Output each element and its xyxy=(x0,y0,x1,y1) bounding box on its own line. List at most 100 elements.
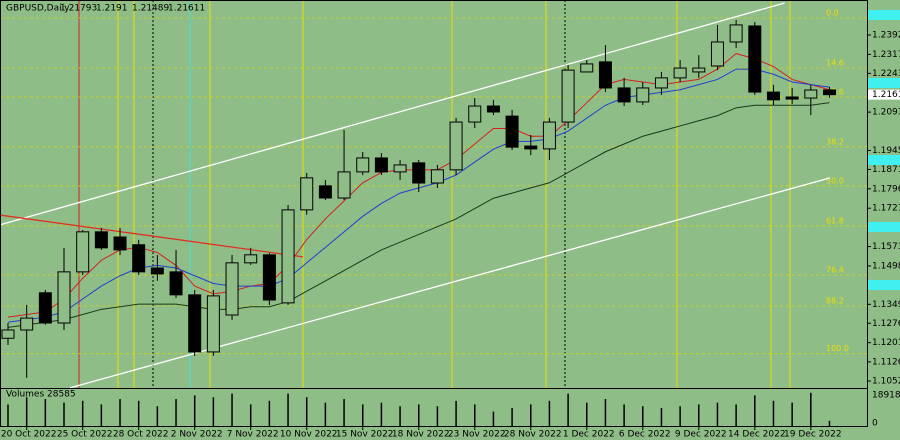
candle-body xyxy=(524,145,538,150)
candle-body xyxy=(468,105,482,123)
candle-body xyxy=(374,157,388,173)
candle-body xyxy=(673,67,687,79)
y-tick-label: 1.23170 xyxy=(872,50,900,60)
candle-body xyxy=(281,209,295,304)
candle-body xyxy=(337,171,351,199)
fib-label: 88.2 xyxy=(826,296,844,305)
candle-body xyxy=(822,89,836,96)
trendline xyxy=(69,177,831,389)
ohlc-low: 1.21489 xyxy=(132,4,169,14)
x-tick-label: 14 Dec 2022 xyxy=(728,430,786,440)
fib-label: 50.0 xyxy=(826,176,844,185)
y-tick-label: 1.10525 xyxy=(872,376,900,386)
ohlc-open: 1.21793 xyxy=(60,4,97,14)
x-tick-label: 1 Dec 2022 xyxy=(563,430,615,440)
fib-label: 14.6 xyxy=(826,59,844,68)
candle-body xyxy=(356,157,370,173)
candle-body xyxy=(94,231,108,249)
candle-body xyxy=(804,89,818,99)
marker xyxy=(868,155,900,165)
x-tick-label: 18 Nov 2022 xyxy=(392,430,450,440)
candle-body xyxy=(20,317,34,331)
candle-body xyxy=(206,295,220,353)
y-tick-label: 1.19450 xyxy=(872,146,900,156)
x-tick-label: 6 Dec 2022 xyxy=(619,430,671,440)
y-tick-label: 1.14980 xyxy=(872,261,900,271)
candle-body xyxy=(188,294,202,353)
x-tick-label: 28 Oct 2022 xyxy=(113,430,169,440)
candle-body xyxy=(636,87,650,103)
x-tick-label: 25 Oct 2022 xyxy=(57,430,113,440)
candle-body xyxy=(654,77,668,89)
moving-average xyxy=(7,102,830,328)
x-tick-label: 23 Nov 2022 xyxy=(448,430,506,440)
candle-body xyxy=(729,24,743,43)
candle-body xyxy=(262,254,276,301)
ohlc-close: 1.21611 xyxy=(168,4,205,14)
candle-body xyxy=(430,169,444,184)
candle-body xyxy=(393,164,407,173)
volume-title: Volumes xyxy=(6,390,44,400)
x-tick-label: 10 Nov 2022 xyxy=(280,430,338,440)
axis-markers xyxy=(868,10,900,290)
candle-body xyxy=(318,185,332,199)
volume-tick-label: 0 xyxy=(872,419,878,429)
last-price-box xyxy=(868,89,900,100)
x-tick-label: 20 Oct 2022 xyxy=(1,430,57,440)
candle-body xyxy=(412,162,426,184)
fib-label: 76.4 xyxy=(826,265,844,274)
candle-body xyxy=(132,244,146,273)
candle-body xyxy=(76,231,90,273)
y-tick-label: 1.17215 xyxy=(872,204,900,214)
volume-frame xyxy=(0,388,868,427)
candle-body xyxy=(505,115,519,148)
x-tick-label: 28 Nov 2022 xyxy=(504,430,562,440)
candle-body xyxy=(169,271,183,296)
candle-body xyxy=(542,121,556,150)
y-tick-label: 1.11265 xyxy=(872,357,900,367)
volume-tick-label: 189180 xyxy=(872,391,900,401)
candle-body xyxy=(710,41,724,67)
y-tick-label: 1.22435 xyxy=(872,69,900,79)
candle-body xyxy=(113,236,127,251)
fib-label: 61.8 xyxy=(826,216,844,225)
y-tick-label: 1.20935 xyxy=(872,108,900,118)
y-tick-label: 1.17965 xyxy=(872,184,900,194)
candle-body xyxy=(598,61,612,89)
candle-body xyxy=(38,292,52,324)
candle-body xyxy=(244,254,258,264)
x-tick-label: 2 Nov 2022 xyxy=(171,430,223,440)
x-tick-label: 7 Nov 2022 xyxy=(227,430,279,440)
last-price: 1.21611 xyxy=(872,90,900,100)
candle-body xyxy=(57,271,71,324)
chart-title: GBPUSD,Daily xyxy=(6,4,70,14)
marker xyxy=(868,222,900,232)
x-tick-label: 19 Dec 2022 xyxy=(784,430,842,440)
candle-body xyxy=(225,262,239,316)
trendline xyxy=(0,214,304,258)
candle-body xyxy=(561,69,575,123)
y-tick-label: 1.12010 xyxy=(872,338,900,348)
ohlc-high: 1.2191 xyxy=(96,4,128,14)
candle-body xyxy=(300,177,314,211)
y-tick-label: 1.18715 xyxy=(872,165,900,175)
candle-body xyxy=(1,329,15,339)
candle-body xyxy=(449,121,463,171)
marker xyxy=(868,78,900,88)
y-tick-label: 1.15730 xyxy=(872,242,900,252)
fib-label: 100.0 xyxy=(826,344,849,353)
candle-body xyxy=(580,63,594,73)
candle-body xyxy=(748,25,762,93)
volume-last: 28585 xyxy=(47,390,76,400)
candle-body xyxy=(617,87,631,103)
fib-label: 0.0 xyxy=(826,8,839,17)
candle-body xyxy=(692,67,706,73)
x-tick-label: 15 Nov 2022 xyxy=(336,430,394,440)
candle-body xyxy=(785,96,799,100)
trendline xyxy=(0,2,785,226)
candle-body xyxy=(766,91,780,101)
marker xyxy=(868,10,900,20)
candle-body xyxy=(486,105,500,113)
